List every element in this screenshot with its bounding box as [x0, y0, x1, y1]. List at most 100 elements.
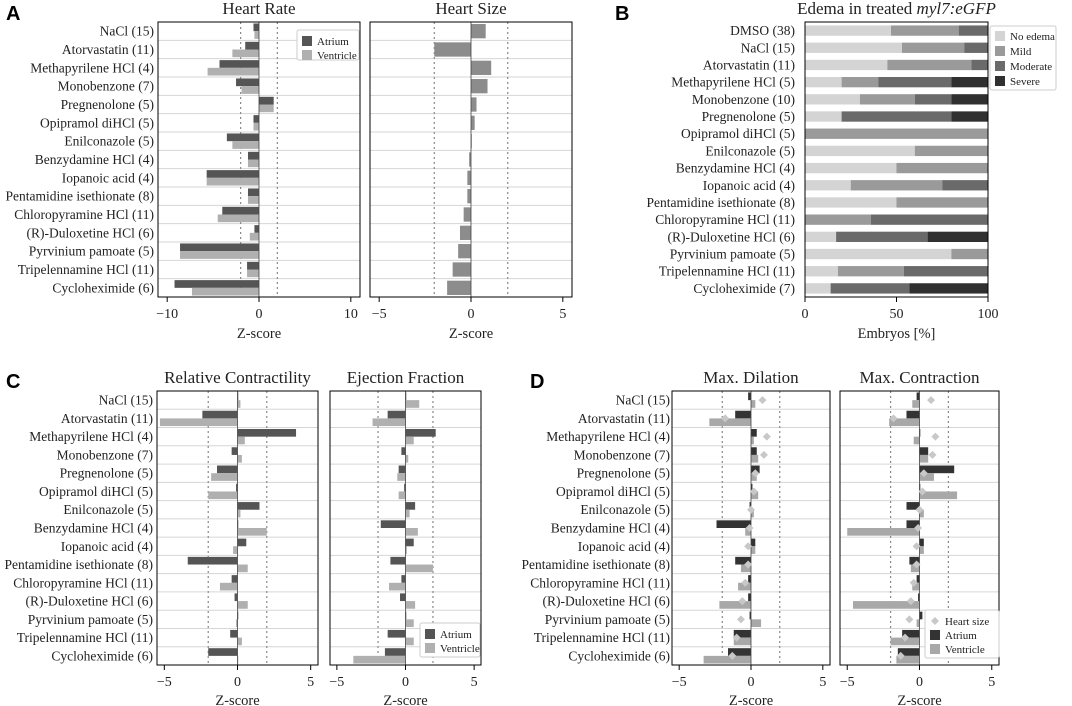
stacked-bar-no-edema — [805, 94, 860, 105]
bar-ventricle — [751, 619, 762, 628]
legend-swatch-moderate — [995, 61, 1005, 71]
bar-atrium — [254, 225, 259, 233]
x-tick-label: 0 — [916, 675, 923, 690]
stacked-bar-mild — [805, 128, 988, 139]
bar-atrium — [231, 447, 238, 455]
stacked-bar-mild — [896, 197, 988, 208]
stacked-bar-severe — [927, 231, 988, 242]
bar-atrium — [919, 611, 923, 620]
stacked-bar-moderate — [830, 283, 910, 294]
category-label: Monobenzone (7) — [58, 79, 154, 94]
legend-label: Atrium — [945, 630, 977, 642]
heart-size-marker — [721, 414, 730, 423]
category-label: Opipramol diHCl (5) — [40, 115, 154, 130]
bar-heart-size — [471, 24, 486, 39]
bar-atrium — [919, 465, 955, 474]
bar-atrium — [247, 188, 259, 197]
bar-atrium — [234, 593, 238, 602]
bar-atrium — [401, 575, 406, 583]
bar-heart-size — [471, 115, 475, 130]
stacked-bar-severe — [951, 94, 988, 105]
bar-atrium — [387, 410, 406, 419]
bar-atrium — [916, 392, 920, 401]
bar-ventricle — [919, 509, 924, 518]
bar-atrium — [219, 60, 259, 68]
bar-ventricle — [237, 637, 242, 646]
category-label: NaCl (15) — [99, 393, 153, 408]
bar-ventricle — [751, 473, 757, 481]
category-label: Benzydamine HCl (4) — [34, 521, 153, 536]
x-tick-label: −5 — [157, 675, 172, 690]
x-tick-label: 0 — [748, 675, 755, 690]
panel-label-c: C — [6, 371, 20, 393]
bar-ventricle — [237, 400, 241, 408]
stacked-bar-severe — [951, 77, 988, 88]
bar-ventricle — [910, 564, 920, 573]
bar-atrium — [230, 629, 238, 638]
stacked-bar-moderate — [903, 266, 988, 277]
bar-ventricle — [719, 601, 751, 609]
category-label: Chloropyramine HCl (11) — [655, 212, 795, 227]
category-label: Pyrvinium pamoate (5) — [545, 612, 670, 627]
stacked-bar-no-edema — [805, 77, 842, 88]
bar-atrium — [404, 483, 406, 492]
x-axis-label: Z-score — [897, 693, 941, 706]
panel-label-b: B — [615, 3, 629, 25]
bar-atrium — [259, 96, 274, 105]
bar-atrium — [735, 410, 751, 419]
x-tick-label: 5 — [471, 675, 478, 690]
category-label: (R)-Duloxetine HCl (6) — [668, 229, 795, 244]
category-label: Pentamidine isethionate (8) — [6, 189, 154, 204]
stacked-bar-no-edema — [805, 231, 837, 242]
bar-atrium — [202, 410, 238, 419]
legend-label: Atrium — [317, 36, 349, 48]
bar-atrium — [237, 538, 247, 547]
legend-swatch-atrium — [930, 630, 940, 640]
bar-ventricle — [912, 400, 920, 408]
panel-label-d: D — [530, 371, 544, 393]
bar-ventricle — [703, 655, 751, 664]
legend-label: Severe — [1010, 76, 1040, 88]
heart-size-marker — [751, 469, 760, 478]
bar-ventricle — [912, 582, 920, 591]
category-label: Cycloheximide (6) — [51, 648, 153, 663]
bar-atrium — [749, 611, 751, 620]
bar-ventricle — [233, 546, 238, 554]
stacked-bar-mild — [914, 145, 988, 157]
bar-atrium — [733, 629, 751, 638]
bar-atrium — [387, 629, 406, 638]
bar-heart-size — [467, 189, 471, 204]
x-axis-label: Z-score — [237, 326, 281, 342]
stacked-bar-mild — [837, 266, 904, 277]
bar-atrium — [253, 23, 259, 32]
x-tick-label: −5 — [672, 675, 687, 690]
bar-atrium — [390, 556, 406, 565]
legend-label: No edema — [1010, 31, 1055, 43]
bar-ventricle — [237, 454, 242, 463]
bar-atrium — [380, 520, 406, 528]
category-label: Methapyrilene HCl (4) — [30, 60, 154, 75]
bar-atrium — [247, 261, 259, 270]
stacked-bar-moderate — [971, 59, 988, 71]
bar-ventricle — [237, 564, 248, 573]
x-tick-label: 0 — [256, 307, 263, 322]
category-label: Pentamidine isethionate (8) — [647, 195, 795, 210]
heart-size-marker — [749, 487, 758, 496]
category-label: Tripelennamine HCl (11) — [17, 630, 153, 645]
category-label: Benzydamine HCl (4) — [676, 161, 795, 176]
bar-ventricle — [919, 491, 958, 500]
bar-atrium — [208, 648, 238, 656]
category-label: Benzydamine HCl (4) — [35, 152, 154, 167]
bar-atrium — [398, 465, 406, 474]
bar-ventricle — [217, 214, 259, 223]
stacked-bar-severe — [909, 283, 988, 294]
bar-ventricle — [211, 473, 238, 481]
bar-ventricle — [405, 436, 414, 445]
bar-ventricle — [259, 104, 274, 113]
x-tick-label: −5 — [372, 307, 387, 322]
bar-ventricle — [405, 546, 407, 554]
heart-size-marker — [745, 524, 754, 532]
chart-title: Edema in treated myl7:eGFP — [797, 0, 996, 18]
bar-ventricle — [740, 564, 751, 573]
category-label: Atorvastatin (11) — [62, 42, 154, 57]
